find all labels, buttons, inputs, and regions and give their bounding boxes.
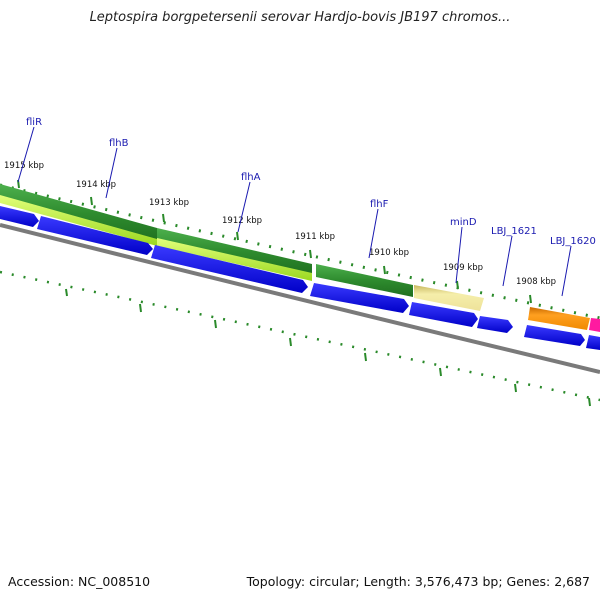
- scale-label: 1910 kbp: [369, 248, 409, 258]
- gene-label-flhf: flhF: [370, 199, 389, 210]
- gene-magenta: [589, 318, 600, 332]
- scale-label: 1908 kbp: [516, 277, 556, 287]
- cds-row: [0, 206, 600, 350]
- gene-flha: [157, 228, 312, 276]
- summary-text: Topology: circular; Length: 3,576,473 bp…: [246, 574, 590, 589]
- label-leaders: [17, 126, 572, 297]
- gene-label-flha: flhA: [241, 172, 261, 183]
- cds-arrow: [477, 316, 513, 333]
- cds-arrow: [409, 302, 478, 327]
- backbone-line: [0, 223, 600, 374]
- cds-arrow: [0, 206, 39, 227]
- gene-flha-inner: [157, 238, 312, 281]
- scale-label: 1911 kbp: [295, 232, 335, 242]
- cds-arrow: [37, 216, 153, 255]
- gene-labels: fliR flhB flhA flhF minD LBJ_1621 LBJ_16…: [26, 117, 596, 247]
- outer-tick-track: [0, 183, 600, 320]
- accession-text: Accession: NC_008510: [8, 574, 151, 589]
- gene-label-lbj1621: LBJ_1621: [491, 226, 537, 237]
- gene-lbj1620: [528, 307, 590, 330]
- gene-mind: [414, 285, 484, 311]
- scale-label: 1914 kbp: [76, 180, 116, 190]
- gene-label-flhb: flhB: [109, 138, 129, 149]
- inner-tick-track: [0, 270, 600, 402]
- scale-label: 1915 kbp: [4, 161, 44, 171]
- map-title: Leptospira borgpetersenii serovar Hardjo…: [89, 10, 511, 25]
- scale-label: 1909 kbp: [443, 263, 483, 273]
- gene-label-flir: fliR: [26, 117, 42, 128]
- gene-flir-inner: [0, 195, 157, 246]
- cds-arrow: [524, 325, 585, 346]
- cds-arrow: [310, 283, 409, 313]
- gene-label-lbj1620: LBJ_1620: [550, 236, 596, 247]
- forward-strand-genes: [0, 184, 600, 332]
- scale-label: 1912 kbp: [222, 216, 262, 226]
- gene-flhf: [316, 264, 413, 297]
- scale-labels: 1915 kbp 1914 kbp 1913 kbp 1912 kbp 1911…: [4, 161, 556, 287]
- scale-ticks: [17, 179, 532, 304]
- cds-arrow: [586, 335, 600, 350]
- gene-label-mind: minD: [450, 217, 477, 228]
- inner-track-long-ticks: [65, 288, 591, 407]
- cds-arrow: [151, 245, 308, 293]
- scale-label: 1913 kbp: [149, 198, 189, 208]
